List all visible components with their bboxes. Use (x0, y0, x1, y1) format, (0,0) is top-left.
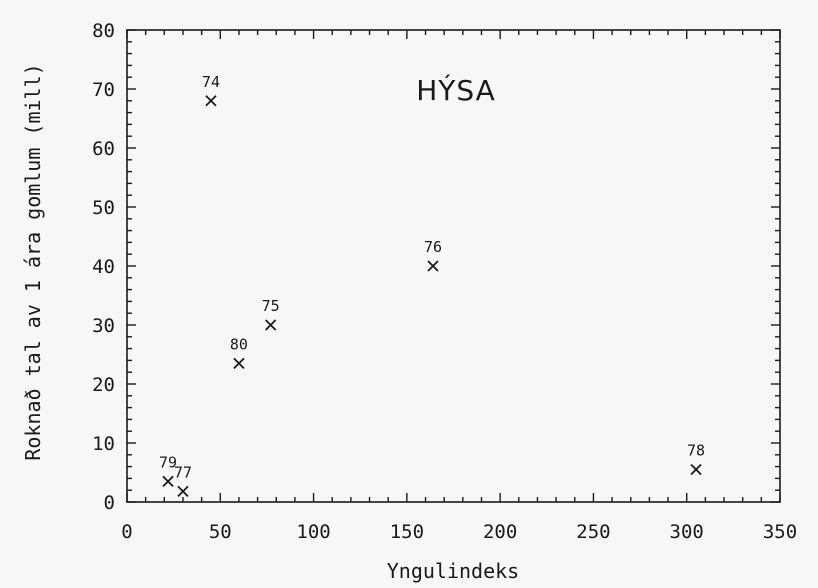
y-tick-label: 20 (92, 374, 115, 396)
data-point-label: 77 (174, 463, 192, 481)
data-point (205, 95, 217, 107)
x-tick-label: 50 (209, 521, 232, 543)
y-tick-label: 30 (92, 315, 115, 337)
x-tick-label: 0 (121, 521, 132, 543)
y-tick-label: 60 (92, 138, 115, 160)
y-tick-label: 10 (92, 433, 115, 455)
y-tick-label: 0 (104, 492, 115, 514)
x-tick-label: 350 (763, 521, 797, 543)
data-point-label: 79 (159, 453, 177, 471)
data-point (233, 357, 245, 369)
data-point-label: 75 (262, 297, 280, 315)
x-tick-label: 250 (576, 521, 610, 543)
x-axis-label: Yngulindeks (387, 559, 519, 583)
data-point-label: 74 (202, 73, 220, 91)
data-point-label: 78 (687, 442, 705, 460)
data-point-label: 76 (424, 238, 442, 256)
ticks-layer: 0 50 100 150 200 250 300 350 0 10 20 30 40 50 60 70 80 (92, 20, 797, 543)
y-tick-label: 70 (92, 79, 115, 101)
data-point-label: 80 (230, 335, 248, 353)
data-point (177, 485, 189, 498)
data-point (265, 319, 277, 331)
data-point (427, 260, 439, 272)
y-tick-label: 50 (92, 197, 115, 219)
x-tick-label: 150 (390, 521, 424, 543)
y-tick-label: 80 (92, 20, 115, 42)
x-tick-label: 200 (483, 521, 517, 543)
y-tick-label: 40 (92, 256, 115, 278)
chart-title: HÝSA (416, 73, 496, 107)
x-tick-label: 300 (670, 521, 704, 543)
x-tick-label: 100 (296, 521, 330, 543)
data-point (690, 463, 702, 476)
data-point (162, 475, 174, 487)
y-axis-label: Roknað tal av 1 ára gomlum (mill) (21, 63, 45, 460)
